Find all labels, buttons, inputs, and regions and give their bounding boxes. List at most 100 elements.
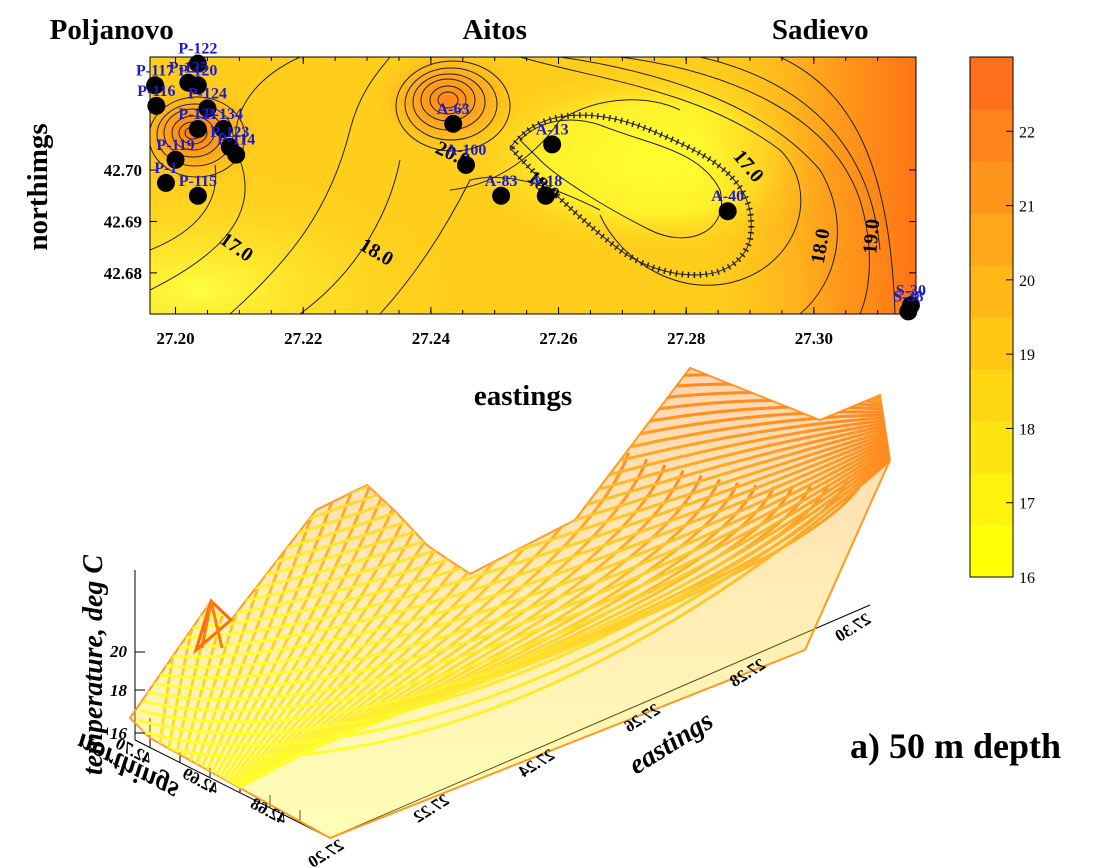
well-label: A-63 <box>437 101 470 118</box>
well-label: P-124 <box>188 85 227 102</box>
mesh-line <box>156 438 890 669</box>
well-marker <box>214 119 233 138</box>
colorbar-band <box>970 525 1013 578</box>
map-xtick-label: 27.26 <box>539 329 577 348</box>
mesh-line <box>284 474 703 765</box>
map-xtick-label: 27.28 <box>667 329 705 348</box>
well-label: S-38 <box>893 288 923 305</box>
contour-map: 27.20 27.22 27.24 27.26 27.28 27.30 42.68 42.69… <box>22 14 926 412</box>
well-marker <box>188 119 207 138</box>
mesh-line <box>149 443 890 690</box>
surface-xtick-label: 27.30 <box>832 609 875 645</box>
map-tick-labels: 27.20 27.22 27.24 27.26 27.28 27.30 42.68 42.69… <box>104 161 833 348</box>
map-ytick-label: 42.70 <box>104 161 142 180</box>
map-ticks <box>150 57 916 314</box>
map-xtick-label: 27.30 <box>795 329 833 348</box>
map-xtick-label: 27.24 <box>412 329 451 348</box>
contour-label: 19.0 <box>859 218 884 255</box>
colorbar-tick-label: 18 <box>1019 421 1035 438</box>
map-ytick-label: 42.69 <box>104 212 142 231</box>
colorbar-tick-label: 20 <box>1019 273 1035 290</box>
map-xtick-label: 27.22 <box>284 329 322 348</box>
contour-fill <box>150 57 916 314</box>
well-label: A-18 <box>529 173 562 190</box>
mesh-line <box>153 441 890 680</box>
well-label: A-40 <box>711 188 744 205</box>
colorbar-tick-label: 22 <box>1019 124 1035 141</box>
well-label: P-115 <box>179 173 217 190</box>
map-xtick-label: 27.20 <box>156 329 194 348</box>
colorbar-band <box>970 265 1013 318</box>
colorbar: 22 21 20 19 18 17 16 <box>969 56 1035 587</box>
colorbar-ticks: 22 21 20 19 18 17 16 <box>1006 124 1035 587</box>
well-label: P-116 <box>137 83 175 100</box>
well-marker <box>536 186 555 205</box>
well-marker <box>188 54 207 73</box>
well-label: A-100 <box>446 142 487 159</box>
well-marker <box>456 155 475 174</box>
colorbar-tick-label: 21 <box>1019 199 1035 216</box>
well-label: P-120 <box>178 62 217 79</box>
map-ylabel: northimgs <box>22 123 54 250</box>
surface-plot: 20 18 16 27.2027.2227.2427.2627.2827.30 … <box>71 366 892 868</box>
map-xlabel: eastings <box>474 380 572 412</box>
well-label: P-122 <box>178 41 217 58</box>
well-marker <box>146 76 165 95</box>
well-label: P-1 <box>154 160 177 177</box>
well-marker <box>718 202 737 221</box>
map-frame <box>149 56 917 315</box>
mesh-line <box>130 458 890 759</box>
place-labels: Poljanovo Aitos Sadievo <box>50 14 869 46</box>
place-label: Aitos <box>462 14 526 46</box>
mesh-line <box>329 476 867 740</box>
well-marker <box>166 150 185 169</box>
colorbar-tick-label: 17 <box>1019 496 1035 513</box>
contour-labels: 17.0 18.017.018.0 19.020.018.0 <box>216 137 884 271</box>
well-label: A-83 <box>485 173 518 190</box>
colorbar-band <box>970 57 1013 110</box>
colorbar-frame <box>969 56 1014 578</box>
surface-xtick-label: 27.20 <box>305 835 348 868</box>
well-label: P-125 <box>169 60 208 77</box>
well-marker <box>492 186 511 205</box>
colorbar-band <box>970 213 1013 266</box>
colorbar-band <box>970 473 1013 526</box>
surface-ztick: 18 <box>110 681 128 700</box>
colorbar-band <box>970 109 1013 162</box>
well-marker <box>147 96 166 115</box>
mesh-line <box>139 451 890 724</box>
surface-mesh <box>128 366 892 840</box>
colorbar-band <box>970 421 1013 474</box>
colorbar-band <box>970 317 1013 370</box>
well-marker <box>444 114 463 133</box>
mesh-line <box>166 431 890 639</box>
mesh-line <box>163 433 890 649</box>
place-label: Sadievo <box>772 14 869 46</box>
mesh-line <box>132 456 890 747</box>
mesh-line <box>146 446 890 701</box>
well-marker <box>227 145 246 164</box>
well-label: P-119 <box>156 137 194 154</box>
map-ytick-label: 42.68 <box>104 264 142 283</box>
surface-ztick: 16 <box>110 724 128 743</box>
surface-z-ticks: 20 18 16 <box>109 642 145 743</box>
colorbar-band <box>970 369 1013 422</box>
well-marker <box>188 186 207 205</box>
well-label: P-134 <box>204 106 243 123</box>
place-label: Poljanovo <box>50 14 174 46</box>
well-marker <box>156 173 175 192</box>
colorbar-tick-label: 16 <box>1019 570 1035 587</box>
well-label: A-13 <box>536 121 569 138</box>
well-label: P-121 <box>178 106 217 123</box>
well-label: P-114 <box>217 132 255 149</box>
mesh-line <box>136 453 890 735</box>
colorbar-band <box>970 161 1013 214</box>
well-marker <box>188 76 207 95</box>
well-label: P-117 <box>136 62 174 79</box>
surface-zlabel: temperature, deg C <box>78 555 109 775</box>
colorbar-tick-label: 19 <box>1019 347 1035 364</box>
well-label: S-30 <box>896 282 926 299</box>
caption: a) 50 m depth <box>850 726 1061 766</box>
